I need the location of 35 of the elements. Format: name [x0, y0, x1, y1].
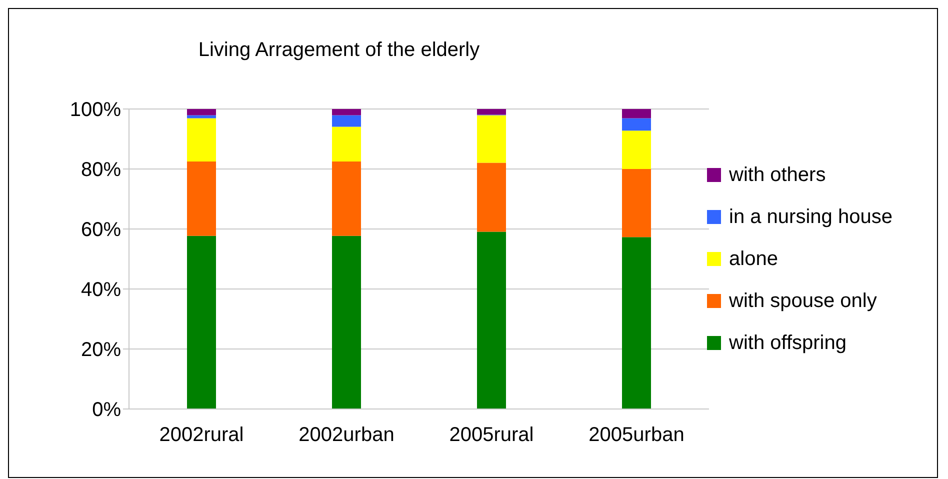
y-tick-label: 20% [80, 339, 122, 362]
bar [187, 109, 216, 116]
legend-label: in a nursing house [729, 206, 892, 228]
legend-label: with others [729, 164, 826, 186]
bar [187, 115, 216, 118]
legend-label: with spouse only [729, 290, 877, 312]
x-tick-label: 2002rural [159, 424, 244, 446]
bar [187, 118, 216, 162]
y-tick-label: 60% [80, 219, 122, 242]
bar [622, 130, 651, 169]
bar [187, 236, 216, 409]
chart-title: Living Arragement of the elderly [197, 39, 481, 62]
bar [477, 109, 506, 115]
bar [477, 115, 506, 163]
legend-label: with offspring [729, 332, 846, 354]
bar [332, 162, 361, 236]
bar [622, 109, 651, 118]
y-tick-label: 0% [92, 399, 122, 422]
bar [477, 232, 506, 409]
y-tick-label: 100% [70, 99, 122, 122]
bar [477, 162, 506, 232]
y-tick-label: 40% [80, 279, 122, 302]
x-tick-label: 2005rural [449, 424, 534, 446]
x-tick-label: 2002urban [298, 424, 394, 446]
bar [332, 109, 361, 116]
bar [622, 118, 651, 131]
bar [622, 237, 651, 409]
y-tick-label: 80% [80, 159, 122, 182]
bar [622, 169, 651, 238]
x-tick-label: 2005urban [588, 424, 684, 446]
legend-label: alone [729, 248, 778, 270]
bar [332, 126, 361, 162]
bar [332, 236, 361, 409]
bar [187, 162, 216, 236]
bar [332, 115, 361, 127]
